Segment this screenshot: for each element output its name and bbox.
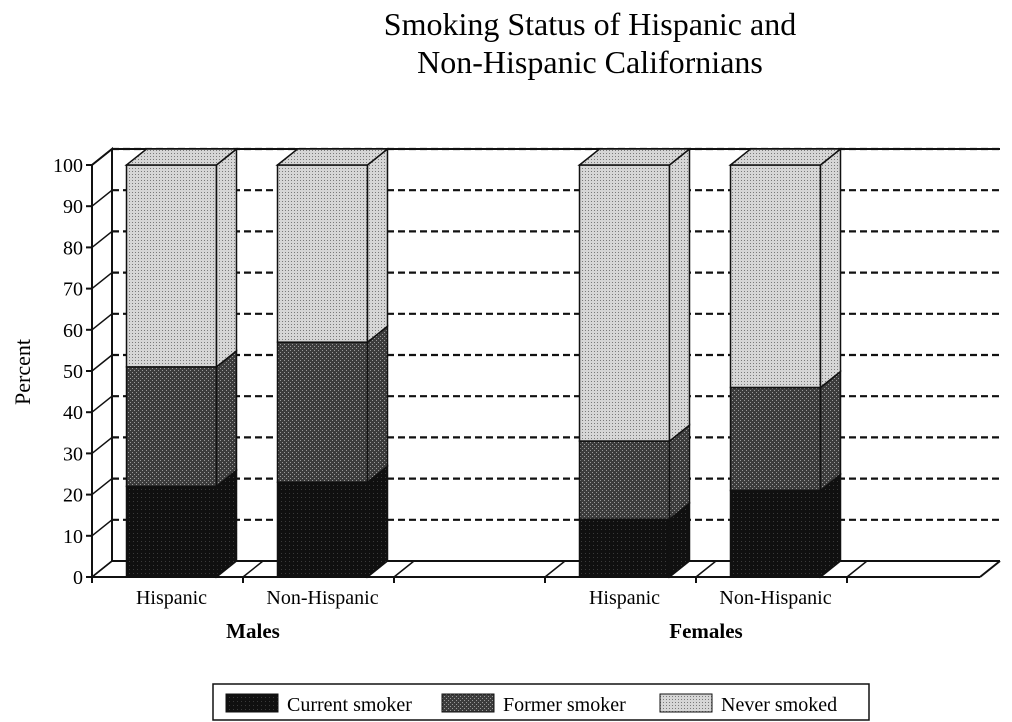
bar-segment-former-smoker xyxy=(278,342,368,482)
bar-segment-never-smoked xyxy=(127,165,217,367)
group-label-females: Females xyxy=(669,619,742,643)
floor-right-edge xyxy=(980,561,1000,577)
gridline-side xyxy=(92,479,112,495)
y-tick-label: 10 xyxy=(63,526,83,548)
bar-side-current-smoker xyxy=(821,474,841,577)
y-axis: 0 10 20 30 40 50 60 70 80 90 100 xyxy=(53,149,112,589)
legend-label-former-smoker: Former smoker xyxy=(503,694,626,716)
x-category-label: Hispanic xyxy=(136,587,207,609)
y-tick-label: 50 xyxy=(63,361,83,383)
group-label-males: Males xyxy=(226,619,280,643)
bar-side-former-smoker xyxy=(368,326,388,482)
floor-divider xyxy=(696,561,716,577)
bar-top-face xyxy=(731,149,841,165)
x-category-label: Non-Hispanic xyxy=(266,587,378,609)
y-tick-label: 30 xyxy=(63,443,83,465)
bar-males-non-hispanic xyxy=(278,149,388,577)
y-tick-label: 60 xyxy=(63,320,83,342)
floor-divider xyxy=(545,561,565,577)
title-line-1: Smoking Status of Hispanic and xyxy=(384,6,796,42)
bar-side-former-smoker xyxy=(217,351,237,486)
y-tick-label: 0 xyxy=(73,567,83,589)
gridline-side xyxy=(92,355,112,371)
bar-side-never-smoked xyxy=(670,149,690,441)
y-tick-label: 90 xyxy=(63,196,83,218)
y-tick-label: 20 xyxy=(63,485,83,507)
bar-segment-former-smoker xyxy=(731,387,821,490)
bar-side-current-smoker xyxy=(217,470,237,577)
bar-segment-never-smoked xyxy=(278,165,368,342)
gridline-side xyxy=(92,314,112,330)
legend-swatch-never-smoked xyxy=(660,694,712,712)
gridline-side xyxy=(92,520,112,536)
bar-top-face xyxy=(278,149,388,165)
bar-segment-current-smoker xyxy=(278,482,368,577)
gridline-side xyxy=(92,396,112,412)
y-tick-label: 100 xyxy=(53,155,83,177)
floor-divider xyxy=(394,561,414,577)
chart-title: Smoking Status of Hispanic and Non-Hispa… xyxy=(384,6,796,80)
gridline-side xyxy=(92,149,112,165)
gridline-side xyxy=(92,190,112,206)
legend: Current smoker Former smoker Never smoke… xyxy=(213,684,869,720)
legend-swatch-former-smoker xyxy=(442,694,494,712)
gridline-side xyxy=(92,437,112,453)
bar-top-face xyxy=(127,149,237,165)
x-category-label: Hispanic xyxy=(589,587,660,609)
y-tick-label: 80 xyxy=(63,237,83,259)
y-tick-label: 40 xyxy=(63,402,83,424)
bar-females-hispanic xyxy=(580,149,690,577)
bar-side-never-smoked xyxy=(217,149,237,367)
bar-segment-never-smoked xyxy=(731,165,821,387)
legend-label-never-smoked: Never smoked xyxy=(721,694,837,716)
title-line-2: Non-Hispanic Californians xyxy=(417,44,763,80)
bar-males-hispanic xyxy=(127,149,237,577)
legend-swatch-current-smoker xyxy=(226,694,278,712)
bar-side-never-smoked xyxy=(821,149,841,387)
bar-segment-current-smoker xyxy=(731,490,821,577)
floor-divider xyxy=(243,561,263,577)
bar-segment-former-smoker xyxy=(580,441,670,519)
bar-top-face xyxy=(580,149,690,165)
legend-label-current-smoker: Current smoker xyxy=(287,694,412,716)
bar-side-current-smoker xyxy=(368,466,388,577)
gridline-side xyxy=(92,273,112,289)
floor-divider xyxy=(847,561,867,577)
bar-segment-former-smoker xyxy=(127,367,217,486)
bars xyxy=(127,149,841,577)
gridline-side xyxy=(92,231,112,247)
bar-females-non-hispanic xyxy=(731,149,841,577)
y-tick-label: 70 xyxy=(63,279,83,301)
bar-side-never-smoked xyxy=(368,149,388,342)
gridlines xyxy=(112,149,1000,520)
x-category-label: Non-Hispanic xyxy=(719,587,831,609)
floor-divider xyxy=(92,561,112,577)
bar-side-former-smoker xyxy=(821,371,841,490)
y-axis-label: Percent xyxy=(10,339,35,405)
bar-segment-never-smoked xyxy=(580,165,670,441)
bar-segment-current-smoker xyxy=(580,519,670,577)
bar-segment-current-smoker xyxy=(127,486,217,577)
